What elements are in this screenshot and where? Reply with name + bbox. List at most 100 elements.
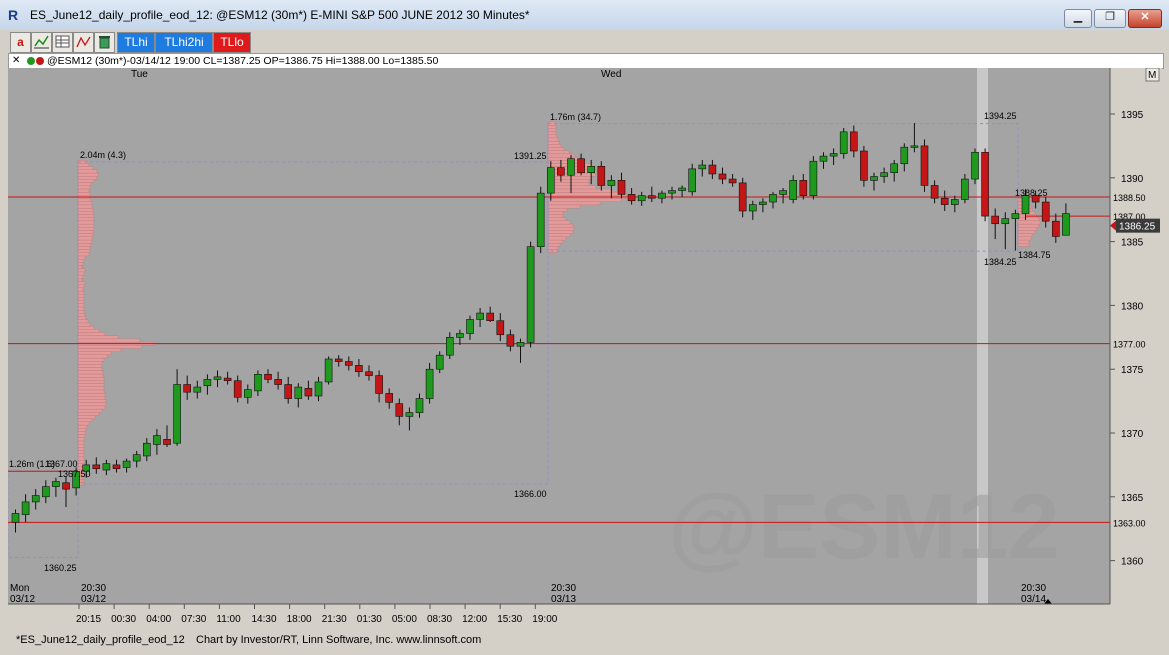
app-logo-icon: R	[8, 7, 19, 23]
candle-down	[486, 312, 495, 322]
candle-down	[183, 384, 191, 393]
candle-down	[597, 166, 606, 186]
tlhi2hi-button[interactable]: TLhi2hi	[155, 32, 213, 53]
candle-up	[203, 379, 212, 387]
profile-bar	[77, 287, 84, 292]
profile-bar	[547, 246, 559, 250]
price-axis[interactable]: 1395 1390 1385 1380 1375 1370 1365 1360	[1109, 68, 1144, 604]
candle-down	[496, 320, 505, 336]
profile-bar	[77, 290, 85, 295]
profile-b-high: 1391.25	[514, 151, 547, 161]
draw-tool-button[interactable]	[73, 32, 94, 53]
maximize-pane-button[interactable]	[1145, 67, 1160, 82]
candle-up	[11, 513, 20, 523]
profile-bar	[77, 223, 95, 228]
candle-up	[900, 146, 909, 165]
candle-up	[546, 167, 555, 194]
candle-up	[425, 368, 434, 399]
profile-bar	[77, 338, 141, 343]
profile-bar	[77, 262, 84, 266]
profile-bar	[77, 383, 105, 387]
price-tick-label: 1385	[1121, 238, 1144, 249]
candle-down	[163, 439, 171, 445]
candle-up	[961, 178, 969, 200]
candle-up	[839, 131, 848, 154]
profile-bar	[77, 201, 93, 206]
candle-up	[890, 163, 899, 173]
restore-button[interactable]: ❐	[1094, 9, 1126, 28]
profile-bar	[77, 278, 83, 282]
candle-up	[759, 201, 767, 205]
annotation-a-button[interactable]: a	[10, 32, 31, 53]
candle-up	[1021, 195, 1030, 214]
candle-up	[476, 312, 484, 320]
maximize-pane-label[interactable]: M	[1148, 70, 1156, 81]
profile-bar	[77, 252, 90, 257]
profile-bar	[77, 163, 90, 167]
candle-up	[143, 442, 151, 457]
chart-tab[interactable]: *ES_June12_daily_profile_eod_12	[16, 634, 185, 646]
profile-bar	[77, 207, 94, 212]
tlhi-button[interactable]: TLhi	[117, 32, 155, 53]
profile-bar	[547, 128, 557, 132]
status-bar: *ES_June12_daily_profile_eod_12 Chart by…	[8, 631, 1162, 649]
close-button[interactable]: ✕	[1128, 9, 1162, 28]
pencil-chart-icon	[76, 36, 91, 48]
annotations: 1.26m (1.6) 1367.00 1367.50 1360.25 2.04…	[9, 111, 1051, 573]
candle-up	[536, 192, 545, 248]
candle-down	[940, 197, 949, 205]
status-dot-icon	[27, 57, 35, 65]
profile-bar	[547, 211, 564, 215]
candle-up	[1001, 218, 1010, 225]
profile-bar	[77, 211, 94, 215]
profile-bar	[77, 434, 86, 438]
price-tag: 1377.00	[1113, 340, 1146, 350]
date-label: 20:30	[81, 583, 106, 594]
chart-pane[interactable]: @ESM12 1.26m (1.6) 1367.00 1367.50 1360.…	[7, 67, 1162, 630]
grid-tool-button[interactable]	[52, 32, 73, 53]
profile-bar	[547, 198, 622, 202]
profile-bar	[77, 392, 106, 397]
candle-up	[173, 384, 181, 444]
date-label: 20:30	[551, 583, 576, 594]
delete-tool-button[interactable]	[94, 32, 115, 53]
profile-bar	[77, 204, 93, 209]
candle-up	[254, 374, 262, 392]
profile-bar	[1017, 233, 1033, 237]
profile-bar	[77, 373, 104, 378]
tllo-label: TLlo	[220, 35, 244, 49]
profile-bar	[547, 207, 568, 212]
candle-up	[405, 412, 414, 417]
candle-up	[748, 204, 757, 212]
close-pane-icon[interactable]: ✕	[12, 55, 21, 66]
profile-bar	[77, 377, 105, 381]
profile-bar	[77, 354, 108, 359]
profile-bar	[77, 418, 93, 422]
line-chart-tool-button[interactable]	[31, 32, 52, 53]
profile-bar	[77, 357, 105, 362]
candle-down	[92, 464, 101, 470]
last-bar-marker-icon	[1044, 599, 1052, 604]
time-axis[interactable]: 20:15 00:30 04:00 07:30 11:00 14:30 18:00 21:30…	[8, 603, 1110, 625]
candle-up	[870, 176, 878, 181]
candle-up	[31, 495, 40, 503]
profile-bar	[547, 185, 597, 190]
profile-b-low: 1366.00	[514, 489, 547, 499]
minimize-button[interactable]: ▁	[1064, 9, 1092, 28]
candle-down	[1041, 201, 1050, 222]
time-tick-label: 07:30	[181, 614, 206, 625]
title-bar: R ES_June12_daily_profile_eod_12: @ESM12…	[0, 0, 1169, 31]
price-chart[interactable]: @ESM12 1.26m (1.6) 1367.00 1367.50 1360.…	[7, 67, 1162, 630]
candle-down	[738, 182, 747, 212]
tllo-button[interactable]: TLlo	[213, 32, 251, 53]
chart-info-bar: ✕ @ESM12 (30m*)-03/14/12 19:00 CL=1387.2…	[8, 53, 1164, 69]
tlhi-label: TLhi	[124, 35, 148, 49]
candle-down	[920, 145, 929, 186]
profile-bar	[77, 370, 104, 375]
profile-bar	[77, 437, 85, 442]
candle-up	[950, 199, 959, 205]
profile-bar	[1017, 217, 1040, 222]
time-tick-label: 04:00	[146, 614, 171, 625]
profile-bar	[77, 440, 85, 445]
candle-up	[769, 194, 777, 203]
